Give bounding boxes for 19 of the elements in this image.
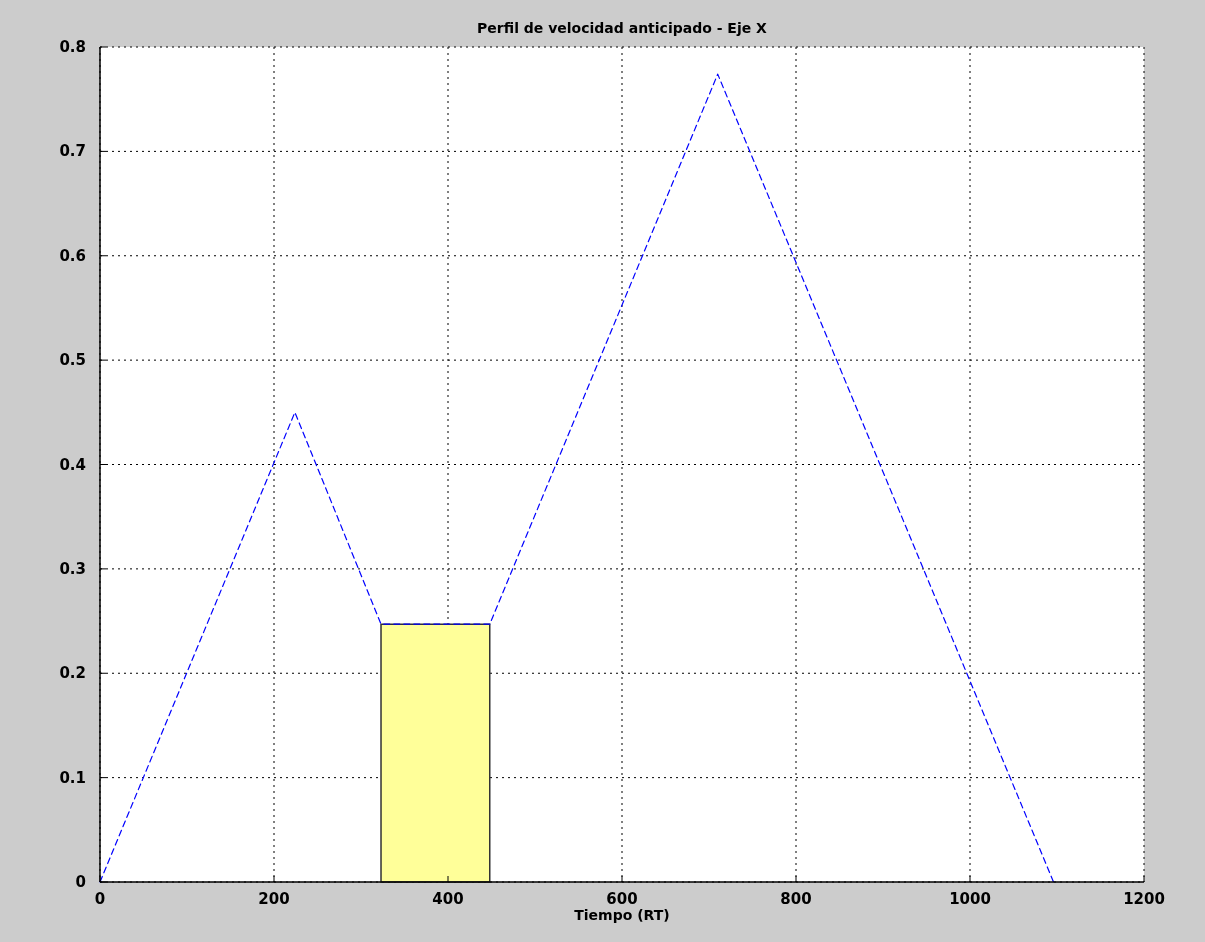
chart-title: Perfil de velocidad anticipado - Eje X [477,20,768,36]
x-tick-label: 1200 [1123,890,1165,908]
y-tick-label: 0.8 [59,38,86,56]
y-tick-label: 0.7 [59,142,86,161]
x-tick-label: 800 [780,890,812,908]
y-tick-label: 0.4 [59,455,86,474]
y-tick-label: 0.2 [59,664,86,683]
line-series [99,73,1055,883]
x-axis-title: Tiempo (RT) [574,907,670,923]
y-tick-label: 0 [75,873,86,891]
x-tick-label: 0 [94,890,106,908]
y-tick-label: 0.5 [59,351,86,370]
y-tick-label: 0.6 [59,246,86,265]
x-tick-label: 200 [258,890,290,908]
y-tick-label: 0.3 [59,559,86,578]
x-tick-label: 400 [432,890,464,908]
y-tick-label: 0.1 [59,768,86,787]
x-tick-label: 1000 [949,890,991,908]
x-tick-label: 600 [606,890,638,908]
